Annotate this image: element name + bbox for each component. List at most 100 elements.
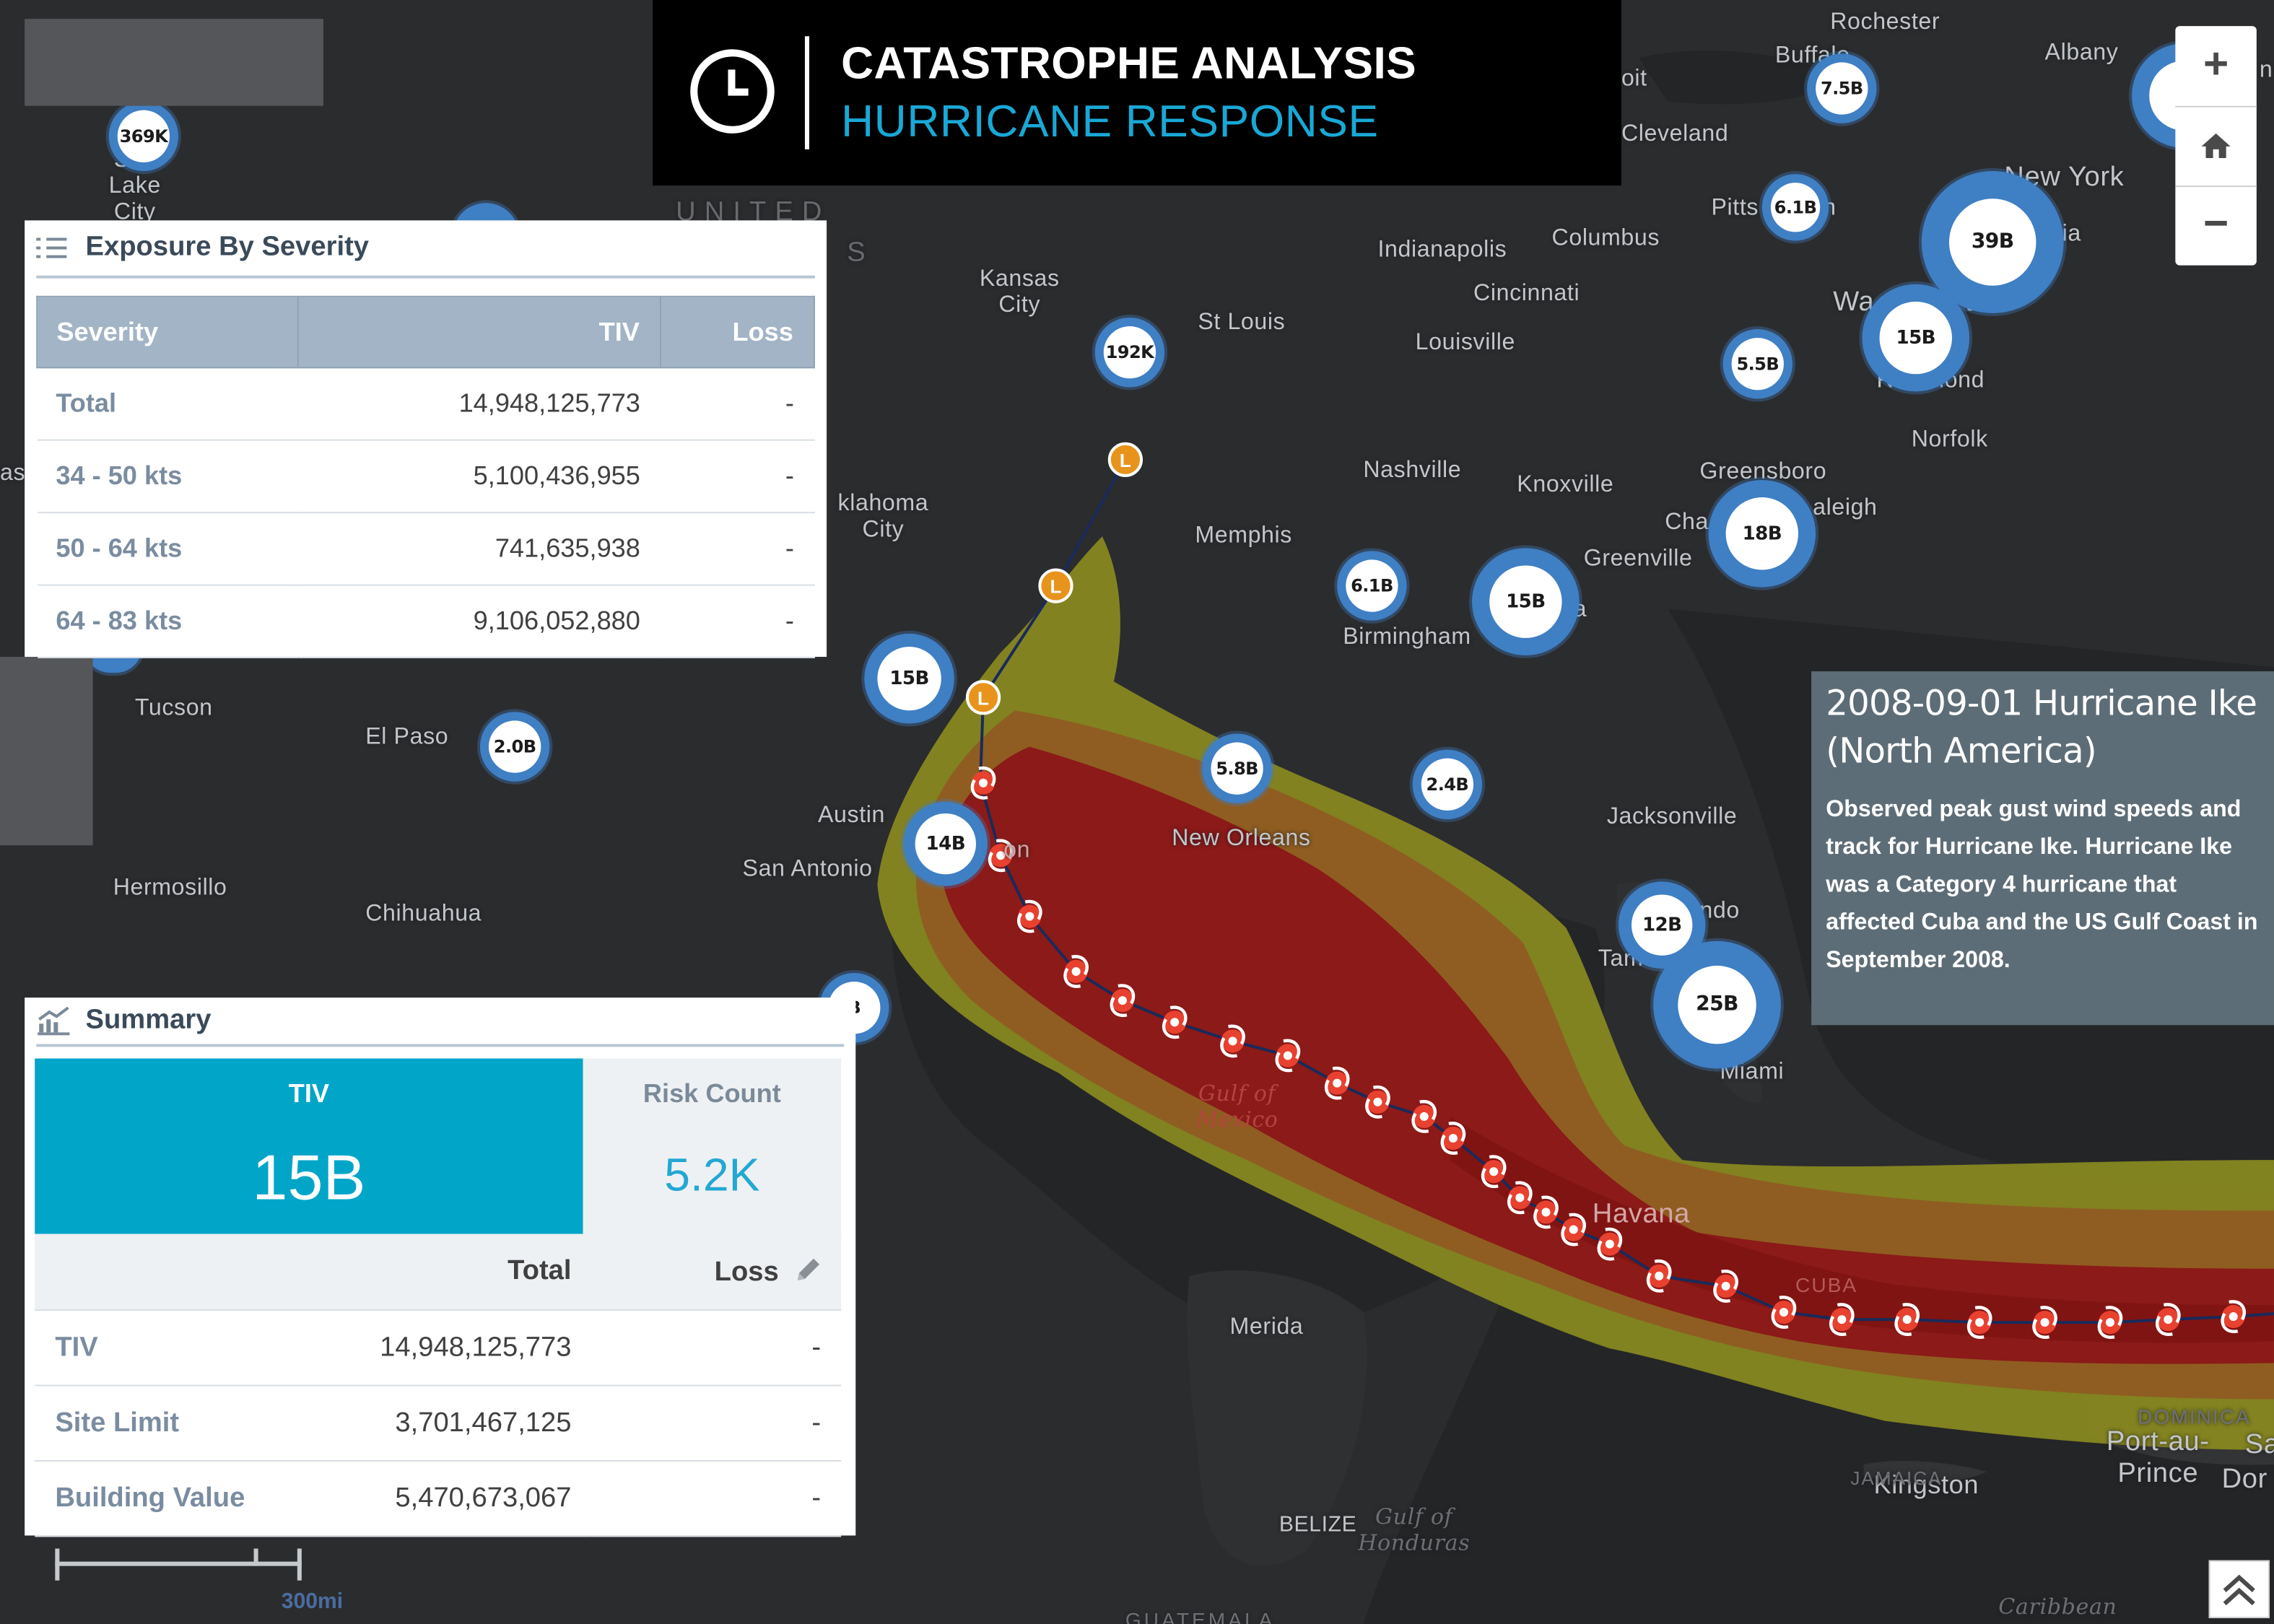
hurricane-symbol-icon[interactable] bbox=[1966, 1306, 1992, 1340]
table-row[interactable]: 50 - 64 kts 741,635,938 - bbox=[37, 512, 814, 586]
column-header[interactable]: TIV bbox=[297, 295, 662, 369]
exposure-cluster[interactable]: 2.0B bbox=[479, 712, 550, 782]
hurricane-symbol-icon[interactable] bbox=[1771, 1296, 1797, 1329]
map-label: GUATEMALA bbox=[1125, 1607, 1276, 1624]
tiv-value: 14,948,125,773 bbox=[298, 367, 661, 441]
exposure-cluster[interactable]: 15B bbox=[1472, 548, 1580, 656]
hurricane-symbol-icon[interactable] bbox=[988, 839, 1014, 873]
cluster-label: 7.5B bbox=[1816, 62, 1868, 115]
exposure-cluster[interactable]: 15B bbox=[1862, 284, 1970, 392]
hurricane-symbol-icon[interactable] bbox=[1440, 1122, 1466, 1155]
hurricane-symbol-icon[interactable] bbox=[1713, 1269, 1738, 1303]
map-label: as bbox=[0, 460, 26, 486]
cluster-label: 15B bbox=[1489, 565, 1562, 638]
hurricane-symbol-icon[interactable] bbox=[2032, 1306, 2057, 1340]
app-title: CATASTROPHE ANALYSIS bbox=[841, 38, 1417, 89]
exposure-cluster[interactable]: 5.5B bbox=[1722, 329, 1793, 399]
total-value: 3,701,467,125 bbox=[328, 1385, 592, 1462]
hurricane-symbol-icon[interactable] bbox=[1481, 1155, 1507, 1189]
risk-count-tile[interactable]: Risk Count 5.2K bbox=[583, 1058, 842, 1234]
hurricane-symbol-icon[interactable] bbox=[1561, 1213, 1587, 1247]
hurricane-symbol-icon[interactable] bbox=[2155, 1303, 2181, 1336]
exposure-cluster[interactable]: 18B bbox=[1708, 479, 1816, 588]
zoom-out-button[interactable]: − bbox=[2203, 200, 2229, 248]
cluster-label: 5.5B bbox=[1731, 338, 1784, 390]
summary-panel: Summary TIV 15B Risk Count 5.2K Total Lo… bbox=[25, 997, 856, 1537]
map-label: Knoxville bbox=[1517, 472, 1614, 498]
exposure-cluster[interactable]: 192K bbox=[1094, 317, 1165, 388]
hurricane-symbol-icon[interactable] bbox=[1507, 1181, 1533, 1215]
zoom-in-button[interactable]: + bbox=[2203, 40, 2229, 89]
map-label: Havana bbox=[1592, 1199, 1690, 1230]
summary-row-label: Site Limit bbox=[35, 1385, 328, 1462]
loss-value: - bbox=[661, 585, 814, 659]
table-row[interactable]: Site Limit 3,701,467,125 - bbox=[35, 1385, 842, 1462]
tiv-tile-value: 15B bbox=[252, 1143, 366, 1214]
map-label: JAMAICA bbox=[1850, 1467, 1943, 1490]
table-row[interactable]: 64 - 83 kts 9,106,052,880 - bbox=[37, 585, 814, 659]
low-marker[interactable]: L bbox=[965, 680, 1001, 715]
hurricane-symbol-icon[interactable] bbox=[2097, 1306, 2123, 1340]
loss-value: - bbox=[591, 1460, 842, 1537]
collapse-button[interactable] bbox=[2208, 1560, 2270, 1618]
table-row[interactable]: 34 - 50 kts 5,100,436,955 - bbox=[37, 440, 814, 514]
panel-title-text: Summary bbox=[85, 1005, 212, 1036]
exposure-cluster[interactable]: 14B bbox=[903, 801, 988, 886]
column-header[interactable]: Loss bbox=[660, 295, 816, 369]
hurricane-symbol-icon[interactable] bbox=[1597, 1227, 1623, 1261]
hurricane-symbol-icon[interactable] bbox=[1063, 955, 1089, 988]
map-label: El Paso bbox=[365, 725, 449, 750]
tiv-value: 9,106,052,880 bbox=[298, 585, 661, 659]
loss-column-header: Loss bbox=[591, 1234, 842, 1311]
pencil-icon[interactable] bbox=[793, 1255, 822, 1284]
exposure-cluster[interactable]: 12B bbox=[1618, 881, 1706, 969]
hurricane-symbol-icon[interactable] bbox=[1220, 1024, 1245, 1058]
loss-value: - bbox=[661, 367, 814, 441]
exposure-cluster[interactable]: 2.4B bbox=[1412, 749, 1483, 820]
hurricane-symbol-icon[interactable] bbox=[1829, 1303, 1855, 1336]
exposure-cluster[interactable]: 39B bbox=[1921, 171, 2064, 313]
hurricane-symbol-icon[interactable] bbox=[1365, 1085, 1390, 1119]
hurricane-symbol-icon[interactable] bbox=[1275, 1039, 1301, 1073]
total-value: 14,948,125,773 bbox=[328, 1310, 592, 1387]
hurricane-symbol-icon[interactable] bbox=[1324, 1066, 1350, 1100]
exposure-cluster[interactable]: 25B bbox=[1653, 940, 1781, 1069]
map-label: oit bbox=[1621, 66, 1647, 92]
hurricane-symbol-icon[interactable] bbox=[1016, 899, 1042, 933]
tiv-value: 5,100,436,955 bbox=[298, 440, 661, 514]
low-marker[interactable]: L bbox=[1107, 442, 1143, 477]
hurricane-symbol-icon[interactable] bbox=[1411, 1099, 1437, 1133]
hurricane-symbol-icon[interactable] bbox=[1110, 984, 1136, 1018]
cluster-label: 39B bbox=[1948, 198, 2036, 286]
hurricane-symbol-icon[interactable] bbox=[2221, 1300, 2247, 1333]
hurricane-symbol-icon[interactable] bbox=[1646, 1259, 1672, 1293]
tiv-value: 741,635,938 bbox=[298, 512, 661, 586]
low-marker[interactable]: L bbox=[1038, 568, 1073, 603]
exposure-cluster[interactable]: 369K bbox=[108, 101, 179, 172]
map-label: Pitts bbox=[1711, 196, 1759, 221]
map-label: ia bbox=[2062, 222, 2081, 247]
table-row[interactable]: Total 14,948,125,773 - bbox=[37, 367, 814, 441]
hurricane-symbol-icon[interactable] bbox=[1162, 1005, 1188, 1039]
hurricane-symbol-icon[interactable] bbox=[1894, 1303, 1920, 1336]
exposure-cluster[interactable]: 6.1B bbox=[1337, 551, 1407, 621]
map-label: Albany bbox=[2044, 40, 2119, 66]
hurricane-symbol-icon[interactable] bbox=[970, 766, 996, 800]
exposure-cluster[interactable]: 6.1B bbox=[1761, 174, 1829, 241]
map-label: n bbox=[2259, 58, 2273, 83]
map-label: Austin bbox=[818, 803, 885, 829]
table-row[interactable]: TIV 14,948,125,773 - bbox=[35, 1310, 842, 1387]
map-label: ndo bbox=[1699, 899, 1740, 924]
home-button[interactable] bbox=[2175, 106, 2256, 184]
event-info-panel: 2008-09-01 Hurricane Ike (North America)… bbox=[1811, 671, 2274, 1026]
exposure-cluster[interactable]: 5.8B bbox=[1202, 733, 1272, 803]
map-label: St Louis bbox=[1198, 310, 1286, 336]
table-row[interactable]: Building Value 5,470,673,067 - bbox=[35, 1460, 842, 1537]
column-header[interactable]: Severity bbox=[36, 295, 300, 369]
tiv-tile[interactable]: TIV 15B bbox=[35, 1058, 583, 1234]
scale-bar bbox=[55, 1548, 302, 1581]
exposure-cluster[interactable]: 7.5B bbox=[1807, 53, 1877, 123]
exposure-cluster[interactable]: 15B bbox=[864, 633, 954, 724]
hurricane-symbol-icon[interactable] bbox=[1533, 1195, 1559, 1229]
